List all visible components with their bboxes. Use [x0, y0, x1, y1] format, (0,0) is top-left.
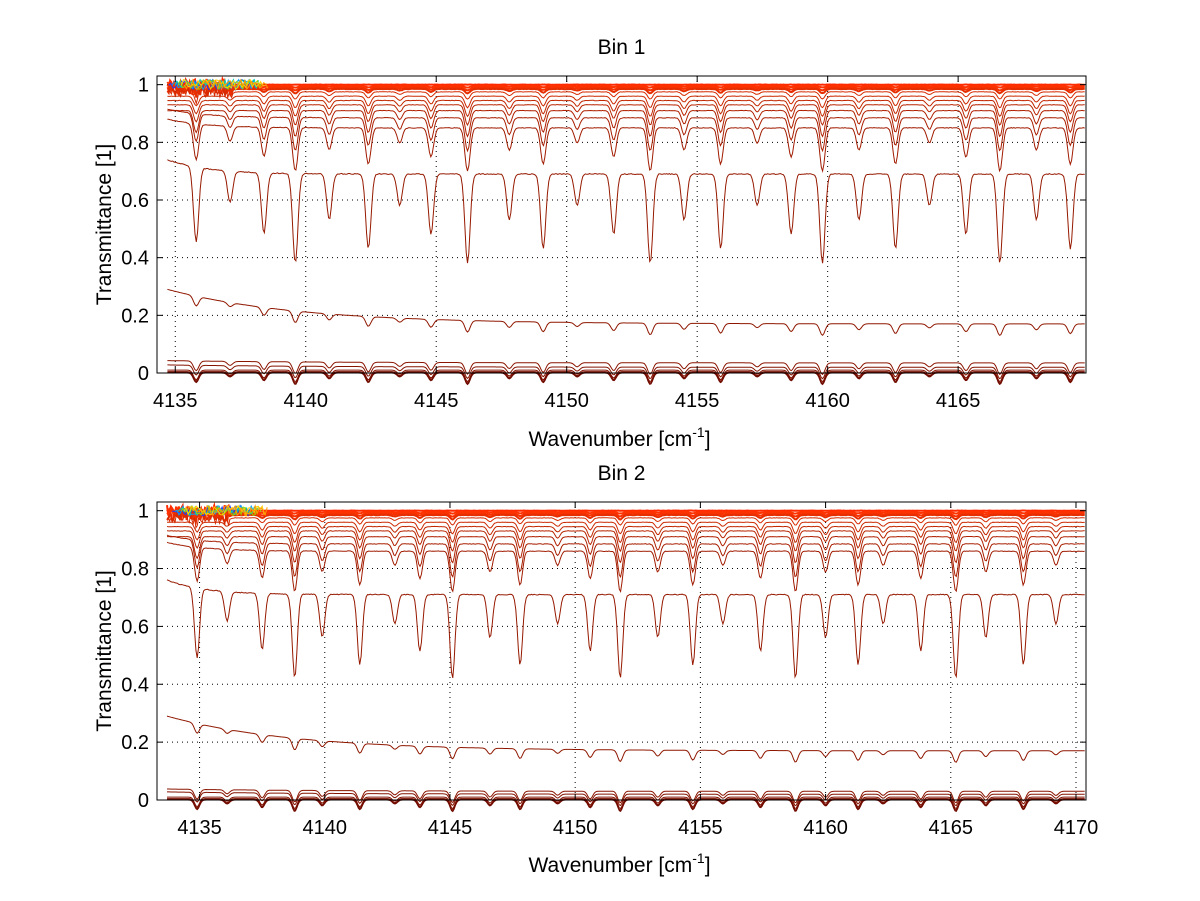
series-lines [166, 75, 1085, 386]
x-axis-label-superscript: -1 [692, 424, 705, 440]
y-tick-label: 0 [138, 790, 149, 812]
x-tick-label: 4165 [929, 817, 974, 839]
series-lines [166, 501, 1085, 813]
y-tick-label: 0.2 [121, 305, 149, 327]
series-line [167, 95, 1085, 109]
series-line [166, 75, 1085, 94]
x-tick-label: 4160 [805, 390, 850, 412]
chart-bin-1: 4135 4140 4145 4150 4155 4160 4165 00.20.40.60… [93, 36, 1087, 451]
series-line [186, 504, 268, 517]
series-line [167, 288, 1085, 337]
x-tick-label: 4170 [1054, 817, 1099, 839]
series-line [167, 84, 1085, 106]
series-line [166, 79, 1085, 98]
y-tick-label: 0 [138, 363, 149, 385]
x-axis-label: Wavenumber [cm-1] [528, 850, 710, 877]
plot-frame [156, 501, 1087, 801]
x-axis-label-text: Wavenumber [cm [528, 854, 692, 877]
series-line [166, 79, 1085, 97]
chart-bin-2: 4135 4140 4145 4150 4155 4160 4165 4170 0 0.2 0.4… [93, 462, 1098, 877]
series-line [166, 505, 1085, 522]
series-line [166, 541, 1085, 594]
x-axis-ticks: 4135 4140 4145 4150 4155 4160 4165 [153, 76, 980, 412]
x-tick-label: 4135 [153, 390, 198, 412]
y-tick-label: 0.6 [121, 190, 149, 212]
x-tick-label: 4135 [177, 817, 222, 839]
y-tick-label: 0.8 [121, 559, 149, 581]
y-axis-label: Transmittance [1] [93, 570, 116, 731]
y-tick-label: 0.2 [121, 732, 149, 754]
chart-title: Bin 2 [598, 462, 646, 485]
series-line [167, 535, 1085, 564]
chart-title: Bin 1 [598, 36, 646, 59]
x-axis-label-superscript: -1 [692, 850, 705, 866]
series-line [167, 791, 1085, 807]
x-axis-label-suffix: ] [705, 428, 711, 451]
x-axis-label-suffix: ] [705, 854, 711, 877]
series-line [167, 108, 1085, 153]
x-tick-label: 4140 [283, 390, 328, 412]
series-line [167, 364, 1085, 380]
x-tick-label: 4155 [675, 390, 720, 412]
series-line [166, 78, 1085, 95]
y-tick-label: 0.8 [121, 132, 149, 154]
series-line [166, 534, 1085, 579]
x-axis-label-text: Wavenumber [cm [528, 428, 692, 451]
y-tick-label: 0.6 [121, 616, 149, 638]
series-line [166, 501, 1085, 518]
series-line [167, 118, 1085, 173]
series-line [166, 505, 1085, 526]
x-tick-label: 4145 [414, 390, 459, 412]
x-axis-label: Wavenumber [cm-1] [528, 424, 710, 451]
x-tick-label: 4140 [303, 817, 348, 839]
series-line [166, 525, 1085, 544]
series-line [167, 788, 1085, 804]
series-line [166, 521, 1085, 535]
x-tick-label: 4150 [544, 390, 589, 412]
series-line [166, 579, 1085, 679]
series-line [166, 511, 1085, 530]
series-line [167, 109, 1085, 138]
series-line [167, 104, 1085, 127]
y-tick-label: 1 [138, 501, 149, 523]
series-line [167, 360, 1085, 376]
series-line [177, 78, 263, 91]
y-tick-label: 1 [138, 75, 149, 97]
series-line [166, 715, 1085, 763]
x-tick-label: 4160 [803, 817, 848, 839]
series-line [167, 159, 1085, 264]
y-axis-ticks: 0 0.2 0.4 0.6 0.8 1 [121, 75, 1086, 385]
plot-frame [156, 75, 1087, 374]
x-tick-label: 4150 [553, 817, 598, 839]
x-axis-ticks: 4135 4140 4145 4150 4155 4160 4165 4170 [177, 502, 1098, 839]
series-line [167, 371, 1085, 384]
y-tick-label: 0.4 [121, 674, 149, 696]
x-tick-label: 4145 [428, 817, 473, 839]
series-line [166, 505, 1085, 523]
series-line [167, 99, 1085, 118]
y-axis-ticks: 0 0.2 0.4 0.6 0.8 1 [121, 501, 1086, 812]
series-line [183, 78, 269, 91]
x-tick-label: 4155 [678, 817, 723, 839]
series-line [167, 796, 1085, 810]
series-line [166, 530, 1085, 553]
x-tick-label: 4165 [936, 390, 981, 412]
y-tick-label: 0.4 [121, 248, 149, 270]
y-axis-label: Transmittance [1] [93, 144, 116, 305]
